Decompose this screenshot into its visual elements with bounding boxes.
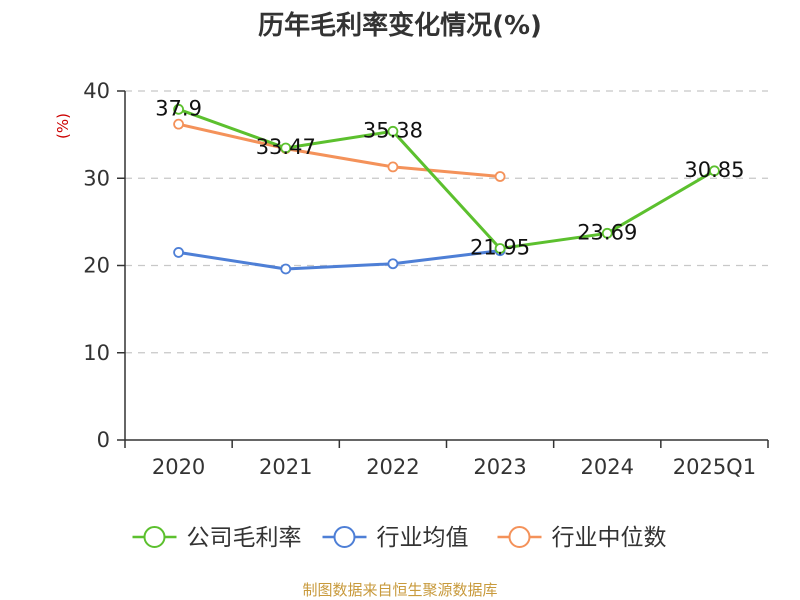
legend-marker: [508, 526, 531, 548]
x-tick-label: 2022: [366, 455, 419, 479]
y-tick-label: 40: [83, 79, 110, 103]
legend-marker: [333, 526, 356, 548]
x-tick-label: 2023: [473, 455, 526, 479]
series-1-point: [280, 142, 292, 154]
data-label: 21.95: [470, 235, 530, 259]
x-tick-label: 2021: [259, 455, 312, 479]
series-2-point: [387, 258, 399, 270]
y-tick-label: 30: [83, 166, 110, 190]
legend-label: 行业中位数: [552, 525, 667, 551]
x-tick-label: 2024: [581, 455, 634, 479]
series-1-point: [601, 227, 613, 239]
legend-marker: [143, 526, 166, 548]
grid-lines: [125, 90, 768, 354]
series-lines: [173, 103, 720, 275]
y-tick-label: 10: [83, 341, 110, 365]
legend-label: 行业均值: [377, 525, 469, 551]
source-note: 制图数据来自恒生聚源数据库: [302, 581, 497, 599]
y-tick-label: 0: [97, 428, 110, 452]
series-2-point: [173, 247, 184, 258]
series-line-3: [178, 122, 501, 178]
x-tick-label: 2025Q1: [673, 455, 756, 479]
axes: 0 10 20 30 40 2020 2021 2022 2023 2024 2025Q1: [83, 79, 769, 479]
series-line-1: [178, 107, 716, 250]
chart-title: 历年毛利率变化情况(%): [258, 10, 542, 41]
y-tick-label: 20: [83, 254, 110, 278]
series-1-point: [173, 103, 184, 115]
data-labels: 37.9 33.47 35.38 21.95 23.69 30.85: [155, 96, 744, 259]
x-tick-label: 2020: [152, 455, 205, 479]
series-1-point: [709, 165, 720, 177]
y-axis-label: (%): [54, 113, 72, 139]
legend: 公司毛利率 行业均值 行业中位数: [132, 525, 667, 551]
data-label: 33.47: [256, 135, 316, 159]
series-line-2: [178, 249, 501, 271]
data-label: 37.9: [155, 96, 202, 120]
data-label: 30.85: [684, 158, 744, 182]
data-label: 35.38: [363, 118, 423, 142]
legend-label: 公司毛利率: [187, 525, 302, 551]
data-label: 23.69: [577, 220, 637, 244]
series-3-point: [173, 118, 184, 130]
series-3-point: [494, 171, 506, 182]
series-1-point: [494, 243, 506, 254]
series-3-point: [387, 161, 399, 173]
series-2-point: [280, 263, 292, 275]
series-1-point: [387, 125, 399, 137]
